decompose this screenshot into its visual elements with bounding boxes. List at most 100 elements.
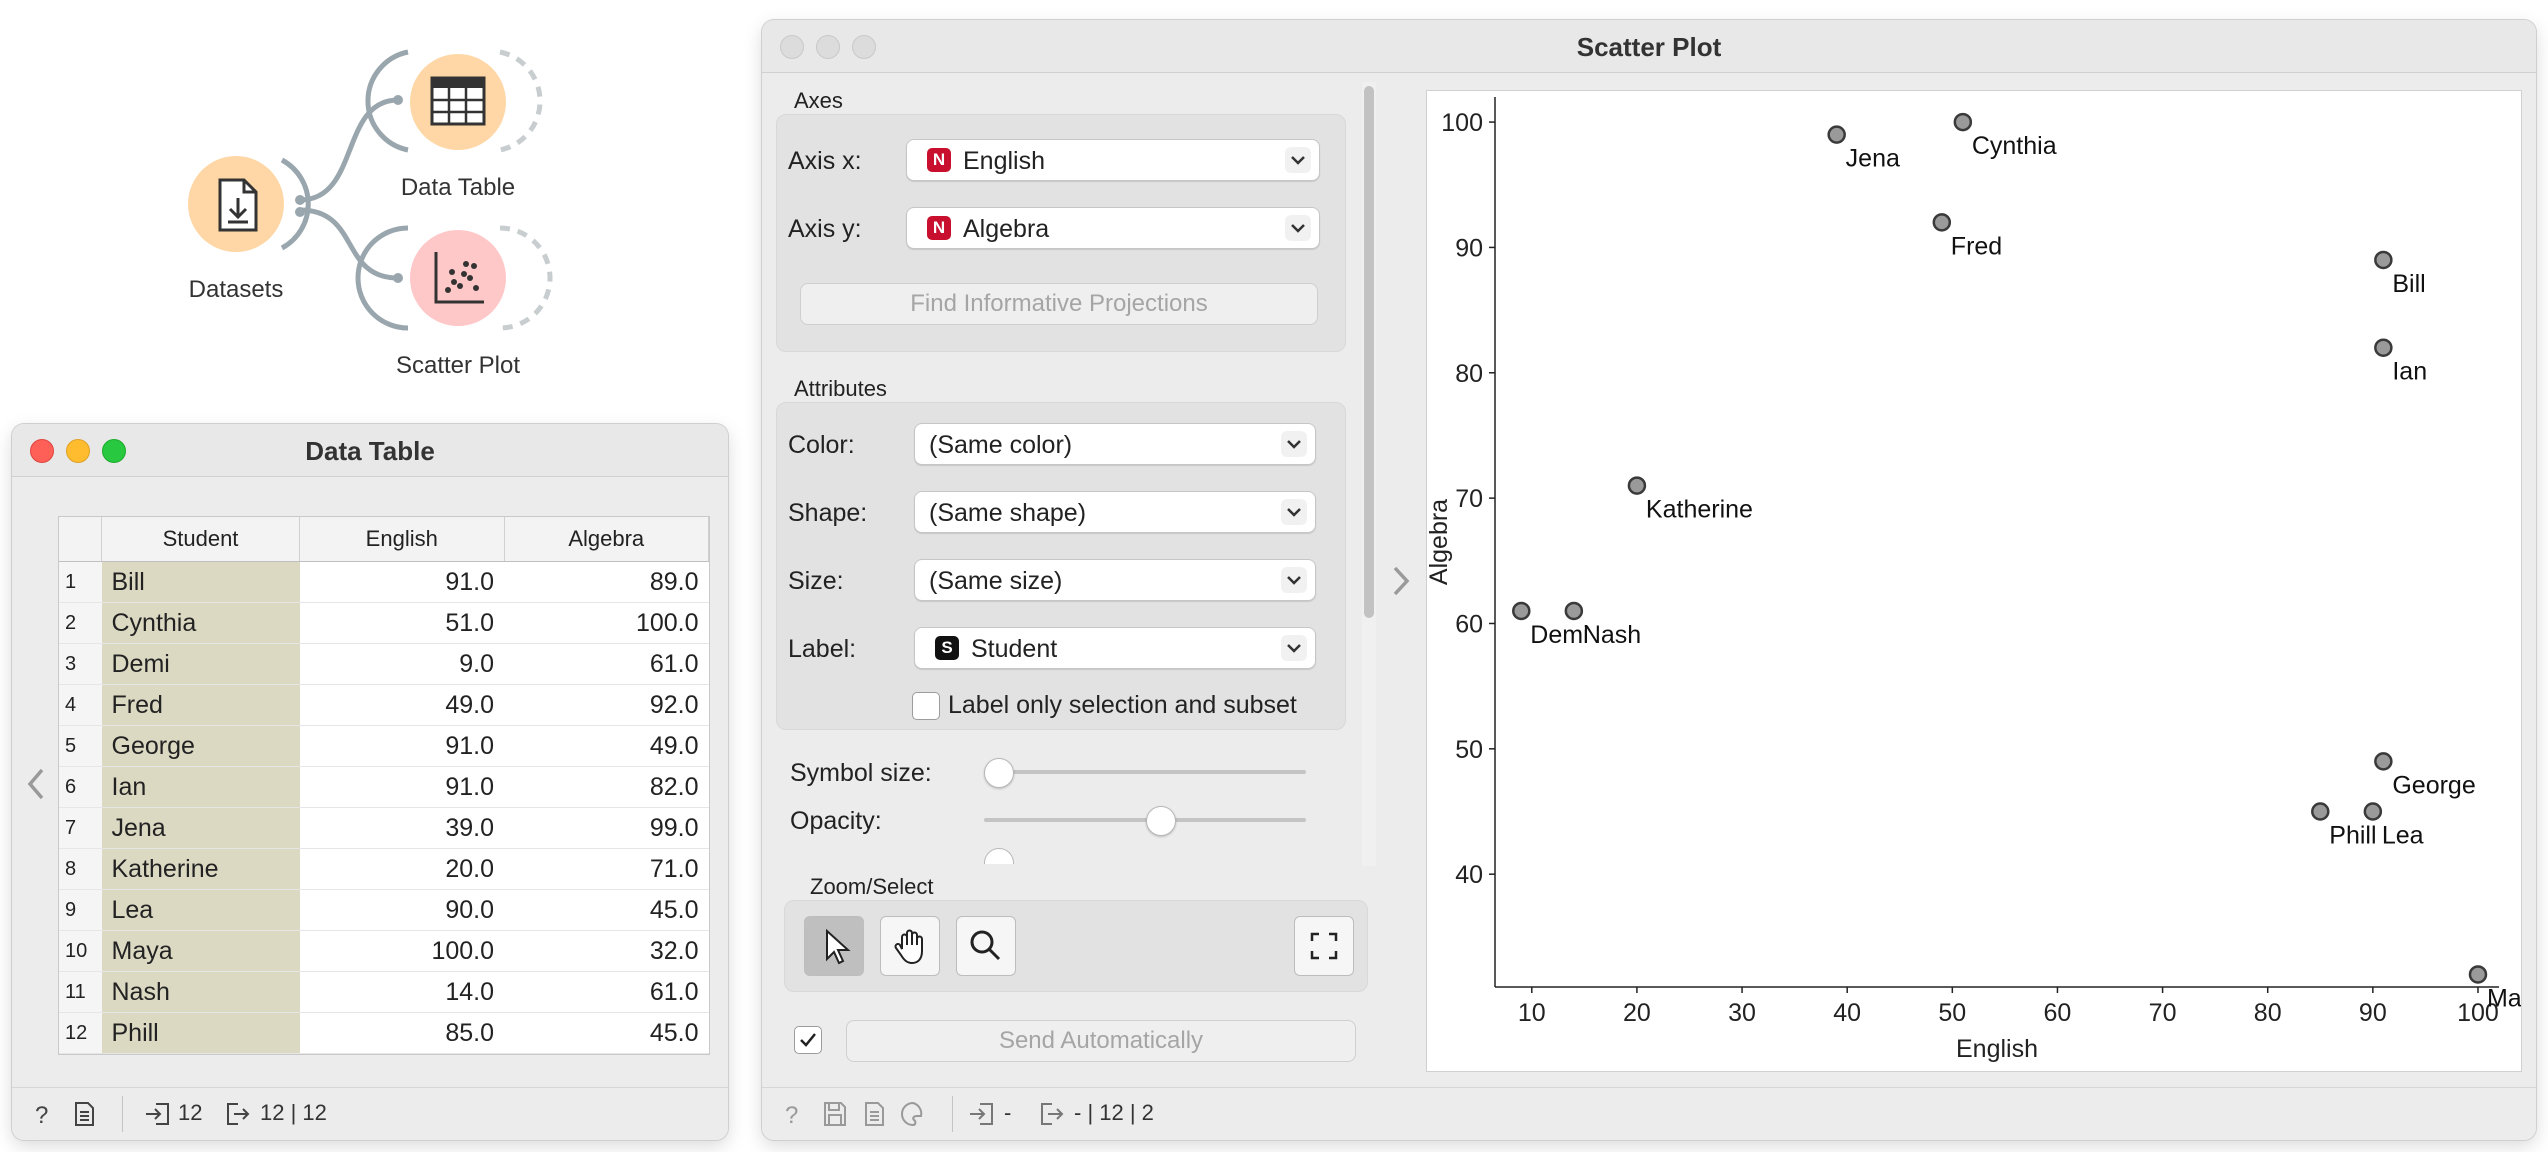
pan-tool-button[interactable]	[880, 916, 940, 976]
algebra-cell[interactable]: 45.0	[504, 889, 709, 931]
zoom-button[interactable]	[852, 35, 876, 59]
algebra-cell[interactable]: 100.0	[504, 602, 709, 644]
save-icon[interactable]	[822, 1100, 848, 1128]
zoom-tool-button[interactable]	[956, 916, 1016, 976]
report-icon[interactable]	[72, 1100, 96, 1128]
english-cell[interactable]: 90.0	[299, 889, 504, 931]
jittering-slider-clipped[interactable]	[984, 848, 1306, 864]
symbol-size-track[interactable]	[984, 770, 1306, 774]
column-header-algebra[interactable]: Algebra	[504, 517, 709, 562]
row-number[interactable]: 9	[59, 889, 102, 931]
chevron-right-icon[interactable]	[1388, 564, 1414, 598]
algebra-cell[interactable]: 61.0	[504, 971, 709, 1013]
table-row[interactable]: 9 Lea 90.0 45.0	[59, 889, 709, 931]
row-number[interactable]: 7	[59, 807, 102, 849]
table-icon[interactable]	[408, 52, 508, 152]
student-cell[interactable]: Katherine	[101, 848, 300, 890]
student-cell[interactable]: Cynthia	[101, 602, 300, 644]
scatter-point[interactable]	[2374, 752, 2393, 771]
algebra-cell[interactable]: 82.0	[504, 766, 709, 808]
row-number[interactable]: 8	[59, 848, 102, 890]
color-combo[interactable]: (Same color)	[914, 423, 1316, 465]
table-row[interactable]: 8 Katherine 20.0 71.0	[59, 848, 709, 890]
close-button[interactable]	[30, 439, 54, 463]
student-cell[interactable]: Ian	[101, 766, 300, 808]
select-tool-button[interactable]	[804, 916, 864, 976]
symbol-size-slider[interactable]	[984, 758, 1014, 788]
help-icon[interactable]: ?	[32, 1100, 56, 1128]
table-row[interactable]: 3 Demi 9.0 61.0	[59, 643, 709, 685]
scatter-icon[interactable]	[408, 228, 508, 328]
table-row[interactable]: 11 Nash 14.0 61.0	[59, 971, 709, 1013]
english-cell[interactable]: 9.0	[299, 643, 504, 685]
english-cell[interactable]: 91.0	[299, 725, 504, 767]
table-row[interactable]: 2 Cynthia 51.0 100.0	[59, 602, 709, 644]
student-cell[interactable]: Jena	[101, 807, 300, 849]
row-number[interactable]: 4	[59, 684, 102, 726]
row-number[interactable]: 2	[59, 602, 102, 644]
student-cell[interactable]: Fred	[101, 684, 300, 726]
dataset-icon[interactable]	[186, 154, 286, 254]
algebra-cell[interactable]: 45.0	[504, 1012, 709, 1054]
scatter-point[interactable]	[2311, 802, 2330, 821]
report-icon[interactable]	[862, 1100, 886, 1128]
help-icon[interactable]: ?	[782, 1100, 806, 1128]
english-cell[interactable]: 39.0	[299, 807, 504, 849]
scatter-chart[interactable]: 10 20 30 40 50 60 70 80 90 100 40 50 60 70 80 90 100 Engl…	[1425, 91, 2548, 1071]
scatter-point[interactable]	[2374, 338, 2393, 357]
minimize-button[interactable]	[66, 439, 90, 463]
scatter-point[interactable]	[2363, 802, 2383, 821]
row-number[interactable]: 10	[59, 930, 102, 972]
minimize-button[interactable]	[816, 35, 840, 59]
student-cell[interactable]: Lea	[101, 889, 300, 931]
scatter-point[interactable]	[1564, 601, 1584, 621]
row-number[interactable]: 11	[59, 971, 102, 1013]
scatter-point[interactable]	[1953, 112, 1973, 132]
column-header-english[interactable]: English	[299, 517, 505, 562]
table-row[interactable]: 4 Fred 49.0 92.0	[59, 684, 709, 726]
opacity-slider[interactable]	[1145, 806, 1176, 836]
send-auto-checkbox[interactable]	[794, 1026, 822, 1054]
plot-area[interactable]: 10 20 30 40 50 60 70 80 90 100 40 50 60 70 80 90 100 Engl…	[1425, 90, 2548, 1072]
scatter-point[interactable]	[1827, 125, 1846, 144]
table-row[interactable]: 6 Ian 91.0 82.0	[59, 766, 709, 808]
chevron-left-icon[interactable]	[24, 764, 48, 804]
algebra-cell[interactable]: 99.0	[504, 807, 709, 849]
english-cell[interactable]: 20.0	[299, 848, 504, 890]
size-combo[interactable]: (Same size)	[914, 559, 1316, 601]
palette-icon[interactable]	[900, 1100, 926, 1128]
algebra-cell[interactable]: 61.0	[504, 643, 709, 685]
english-cell[interactable]: 14.0	[299, 971, 504, 1013]
algebra-cell[interactable]: 92.0	[504, 684, 709, 726]
row-number[interactable]: 5	[59, 725, 102, 767]
scatter-point[interactable]	[2374, 250, 2393, 270]
scatter-point[interactable]	[1512, 601, 1531, 621]
student-cell[interactable]: Maya	[101, 930, 300, 972]
english-cell[interactable]: 49.0	[299, 684, 504, 726]
student-cell[interactable]: Phill	[101, 1012, 300, 1054]
table-row[interactable]: 10 Maya 100.0 32.0	[59, 930, 709, 972]
algebra-cell[interactable]: 71.0	[504, 848, 709, 890]
scatter-point[interactable]	[2468, 965, 2488, 984]
axis-y-combo[interactable]: N Algebra	[906, 207, 1320, 249]
row-number[interactable]: 12	[59, 1012, 102, 1054]
table-row[interactable]: 1 Bill 91.0 89.0	[59, 561, 709, 603]
student-cell[interactable]: Nash	[101, 971, 300, 1013]
student-cell[interactable]: Bill	[101, 561, 300, 603]
algebra-cell[interactable]: 32.0	[504, 930, 709, 972]
reset-zoom-button[interactable]	[1294, 916, 1354, 976]
english-cell[interactable]: 51.0	[299, 602, 504, 644]
student-cell[interactable]: Demi	[101, 643, 300, 685]
row-number[interactable]: 6	[59, 766, 102, 808]
row-number[interactable]: 1	[59, 561, 102, 603]
algebra-cell[interactable]: 89.0	[504, 561, 709, 603]
label-combo[interactable]: S Student	[914, 627, 1316, 669]
algebra-cell[interactable]: 49.0	[504, 725, 709, 767]
english-cell[interactable]: 91.0	[299, 766, 504, 808]
close-button[interactable]	[780, 35, 804, 59]
find-projections-button[interactable]: Find Informative Projections	[800, 283, 1318, 325]
table-row[interactable]: 5 George 91.0 49.0	[59, 725, 709, 767]
english-cell[interactable]: 100.0	[299, 930, 504, 972]
table-row[interactable]: 12 Phill 85.0 45.0	[59, 1012, 709, 1054]
column-header-student[interactable]: Student	[101, 517, 300, 562]
